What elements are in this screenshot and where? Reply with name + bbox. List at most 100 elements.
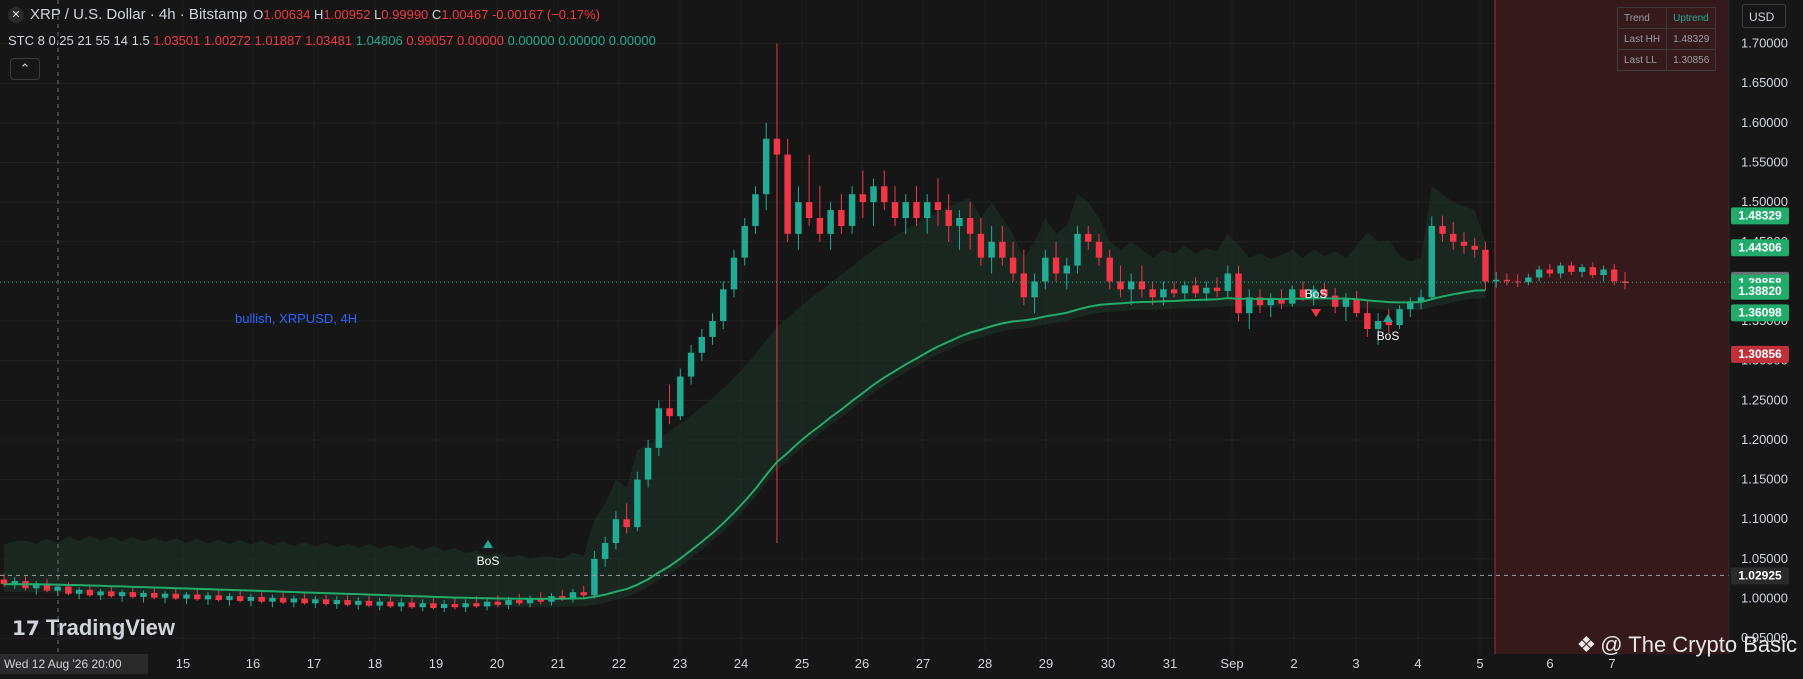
candle-body [1450, 233, 1457, 242]
candle-body [140, 592, 147, 597]
candle-body [1611, 269, 1618, 282]
candle-body [537, 598, 544, 602]
stc-values-red-2: 0.99057 0.00000 [406, 33, 504, 48]
candle-body [762, 138, 770, 195]
bands-layer [4, 186, 1486, 607]
candle-body [355, 600, 362, 605]
candle-body [720, 289, 727, 322]
candle-body [1535, 269, 1543, 278]
y-tick-label: 1.60000 [1741, 115, 1788, 130]
candle-body [805, 202, 813, 218]
collapse-legend-button[interactable]: ⌃ [10, 58, 40, 80]
candle-body [419, 603, 426, 608]
candle-body [559, 596, 566, 599]
price-tag-bg [1731, 345, 1789, 363]
candle-body [1428, 225, 1435, 298]
candle-body [1546, 269, 1554, 274]
x-tick-label: 24 [734, 656, 748, 671]
stc-values-green-2: 0.00000 0.00000 0.00000 [507, 33, 656, 48]
chevron-up-icon: ⌃ [19, 61, 31, 76]
candle-body [97, 591, 104, 596]
candle-body [258, 596, 265, 602]
candle-body [1149, 289, 1156, 298]
candle-body [977, 233, 985, 258]
candle-body [108, 591, 115, 597]
x-tick-label: 21 [551, 656, 565, 671]
candle-body [569, 592, 577, 599]
candle-body [881, 186, 888, 203]
price-axis: 1.700001.650001.600001.550001.500001.450… [1728, 0, 1803, 674]
y-tick-label: 1.25000 [1741, 392, 1788, 407]
x-tick-label: 25 [795, 656, 809, 671]
candle-body [1374, 321, 1382, 329]
candle-body [312, 599, 319, 604]
bos-label: BoS [1305, 287, 1328, 301]
trend-value: Uptrend [1666, 7, 1717, 29]
candle-body [215, 595, 222, 601]
ema-line [3, 289, 1486, 600]
candle-body [397, 602, 405, 607]
candle-body [1364, 313, 1371, 329]
candle-body [344, 600, 351, 605]
candle-body [247, 596, 255, 601]
candle-body [934, 202, 942, 211]
candle-body [1342, 298, 1350, 307]
y-tick-label: 1.65000 [1741, 75, 1788, 90]
y-tick-label: 1.15000 [1741, 472, 1788, 487]
close-x-icon[interactable]: ✕ [8, 6, 24, 23]
x-tick-label: 16 [246, 656, 260, 671]
stc-indicator-legend[interactable]: STC 8 0.25 21 55 14 1.5 1.03501 1.00272 … [8, 33, 656, 48]
candle-body [451, 604, 459, 608]
candle-body [32, 583, 40, 589]
candle-body [483, 601, 491, 607]
candle-body [387, 601, 394, 607]
y-tick-label: 1.20000 [1741, 432, 1788, 447]
candle-body [1299, 289, 1307, 298]
candle-body [1192, 285, 1199, 294]
candle-body [1492, 279, 1500, 282]
candle-body [1557, 265, 1564, 274]
candle-body [1514, 281, 1521, 283]
price-tag-bg [1731, 239, 1789, 257]
candle-body [204, 595, 212, 600]
tradingview-logo[interactable]: 𝟭𝟳 TradingView [12, 615, 175, 641]
time-axis-first-label: Wed 12 Aug '26 20:00 [0, 654, 148, 674]
candle-body [698, 336, 706, 353]
price-axis-bg [1729, 0, 1803, 674]
crypto-basic-logo-icon: ❖ [1576, 632, 1597, 657]
bos-up-arrow-icon [1383, 314, 1393, 322]
candle-body [752, 194, 759, 226]
price-tag-label: 1.36098 [1738, 305, 1782, 319]
candle-body [988, 241, 995, 258]
candle-body [194, 594, 201, 600]
y-tick-label: 1.70000 [1741, 36, 1788, 51]
candle-body [1246, 297, 1253, 314]
candle-body [473, 603, 480, 607]
candle-body [161, 593, 169, 598]
candle-body [644, 447, 652, 480]
candle-body [1031, 281, 1038, 298]
x-tick-label: Sep [1220, 656, 1243, 671]
price-tag-label: 1.02925 [1738, 568, 1782, 582]
candle-body [730, 257, 738, 290]
candle-body [784, 154, 791, 234]
price-tag-bg [1731, 207, 1789, 225]
candle-body [966, 218, 974, 234]
symbol-header[interactable]: ✕ XRP / U.S. Dollar · 4h · Bitstamp O1.0… [8, 6, 600, 23]
x-tick-label: 4 [1414, 656, 1421, 671]
candle-body [1095, 241, 1103, 258]
currency-button[interactable]: USD [1742, 4, 1786, 28]
candle-body [1460, 241, 1468, 246]
candle-body [709, 321, 716, 337]
candle-body [1331, 295, 1339, 307]
candle-body [269, 597, 276, 602]
candle-body [634, 479, 641, 528]
candle-body [322, 599, 330, 605]
symbol-title: XRP / U.S. Dollar · 4h · Bitstamp [30, 6, 248, 23]
candle-body [151, 592, 158, 598]
stc-name: STC [8, 33, 34, 48]
price-tag-bg [1731, 304, 1789, 322]
y-tick-label: 1.55000 [1741, 155, 1788, 170]
